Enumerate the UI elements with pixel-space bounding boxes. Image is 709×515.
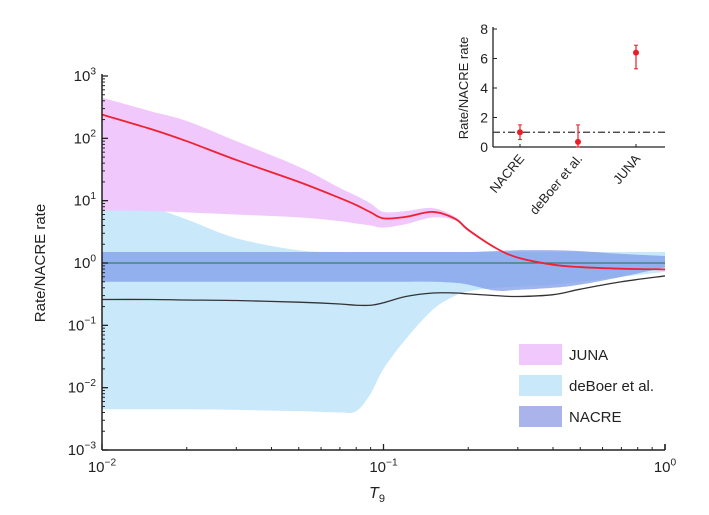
x-tick-label: 100 [654, 457, 677, 476]
inset-data-point [633, 49, 639, 56]
band-juna [102, 97, 665, 270]
x-axis-label: T9 [369, 485, 385, 505]
inset-data-point [575, 138, 581, 145]
inset-chart: 0 2 4 6 8 NACRE deBoer et al. JUNA [480, 21, 665, 217]
y-tick-label: 101 [74, 191, 97, 210]
y-tick-label: 100 [74, 253, 97, 272]
inset-y-tick-label: 8 [480, 21, 488, 37]
main-bands [102, 97, 665, 413]
legend-swatch [519, 375, 562, 396]
inset-y-tick-label: 2 [480, 110, 488, 126]
y-axis-label: Rate/NACRE rate [32, 204, 49, 322]
inset-data-point [517, 129, 523, 136]
y-tick-label: 10−1 [68, 316, 97, 335]
legend-label: NACRE [569, 409, 622, 426]
inset-y-axis-label: Rate/NACRE rate [456, 37, 471, 140]
inset-y-tick-label: 0 [480, 139, 488, 155]
band-deboer-et-al [102, 189, 665, 413]
y-tick-label: 103 [74, 66, 97, 85]
inset-y-tick-label: 4 [480, 80, 488, 96]
line-deboer-et-al [101, 275, 666, 307]
x-axis-label-main: T [369, 485, 380, 502]
x-tick-label: 10−2 [88, 457, 117, 476]
legend-label: deBoer et al. [569, 378, 654, 395]
band-nacre [102, 250, 665, 291]
legend-swatch [519, 406, 562, 427]
y-tick-label: 102 [74, 129, 97, 148]
legend: JUNA deBoer et al. NACRE [519, 344, 654, 427]
x-tick-label: 10−1 [369, 457, 398, 476]
legend-swatch [519, 344, 562, 365]
inset-x-tick-label: JUNA [610, 151, 644, 187]
y-tick-label: 10−3 [68, 440, 97, 459]
x-axis-label-subscript: 9 [379, 493, 385, 505]
inset-y-tick-label: 6 [480, 51, 488, 67]
inset-x-tick-label: deBoer et al. [526, 151, 585, 217]
inset-x-tick-label: NACRE [487, 151, 528, 196]
legend-label: JUNA [569, 347, 608, 364]
y-tick-label: 10−2 [68, 378, 97, 397]
line-juna [101, 113, 666, 271]
main-lines [101, 113, 666, 307]
